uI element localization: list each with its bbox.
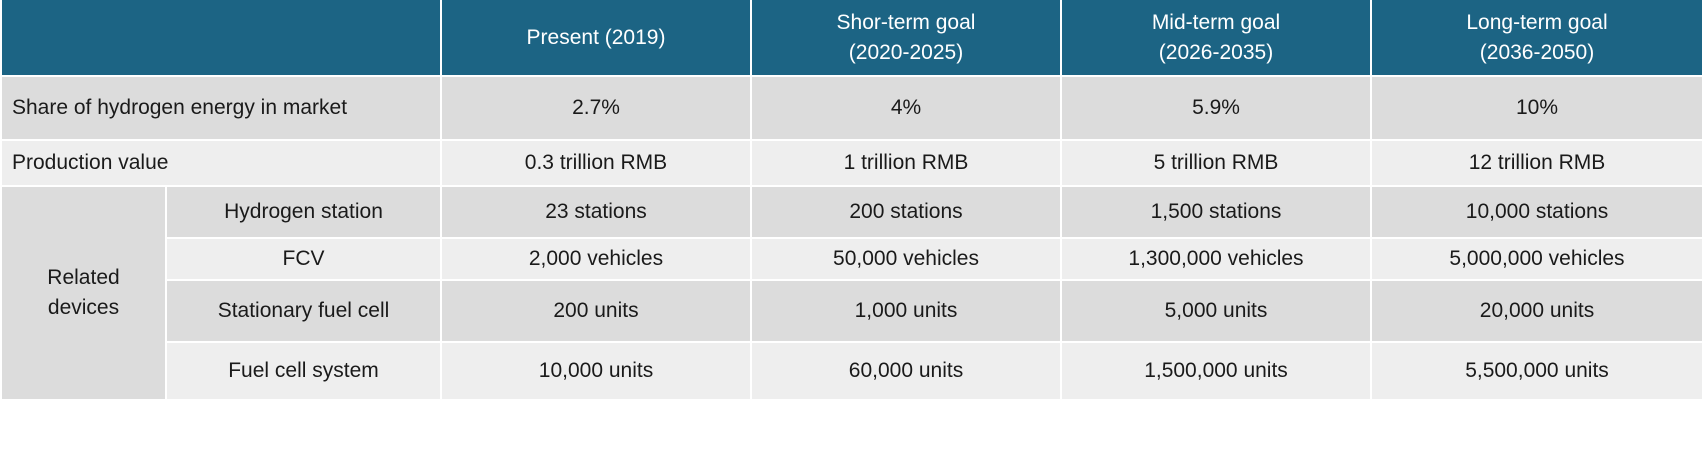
cell-short-term: 4% <box>752 77 1062 141</box>
hydrogen-goals-table: Present (2019) Shor-term goal (2020-2025… <box>2 0 1702 401</box>
cell-mid-term: 5.9% <box>1062 77 1372 141</box>
header-mid-term: Mid-term goal (2026-2035) <box>1062 0 1372 77</box>
table-row-stationary-fuel-cell: Stationary fuel cell 200 units 1,000 uni… <box>2 281 1702 343</box>
row-label: Production value <box>2 141 442 187</box>
header-long-term: Long-term goal (2036-2050) <box>1372 0 1702 77</box>
cell-long-term: 10,000 stations <box>1372 187 1702 239</box>
cell-mid-term: 1,300,000 vehicles <box>1062 239 1372 281</box>
header-corner-cell <box>2 0 442 77</box>
cell-present: 2.7% <box>442 77 752 141</box>
row-label: Stationary fuel cell <box>167 281 442 343</box>
row-label: FCV <box>167 239 442 281</box>
cell-long-term: 12 trillion RMB <box>1372 141 1702 187</box>
cell-long-term: 20,000 units <box>1372 281 1702 343</box>
related-devices-label: Related devices <box>2 187 167 401</box>
cell-short-term: 1 trillion RMB <box>752 141 1062 187</box>
cell-short-term: 1,000 units <box>752 281 1062 343</box>
table-row-share: Share of hydrogen energy in market 2.7% … <box>2 77 1702 141</box>
cell-short-term: 60,000 units <box>752 343 1062 401</box>
header-row: Present (2019) Shor-term goal (2020-2025… <box>2 0 1702 77</box>
row-label: Share of hydrogen energy in market <box>2 77 442 141</box>
cell-short-term: 50,000 vehicles <box>752 239 1062 281</box>
row-label: Hydrogen station <box>167 187 442 239</box>
cell-present: 200 units <box>442 281 752 343</box>
cell-mid-term: 1,500 stations <box>1062 187 1372 239</box>
cell-present: 10,000 units <box>442 343 752 401</box>
cell-mid-term: 1,500,000 units <box>1062 343 1372 401</box>
cell-long-term: 5,000,000 vehicles <box>1372 239 1702 281</box>
cell-long-term: 10% <box>1372 77 1702 141</box>
cell-mid-term: 5,000 units <box>1062 281 1372 343</box>
cell-short-term: 200 stations <box>752 187 1062 239</box>
cell-mid-term: 5 trillion RMB <box>1062 141 1372 187</box>
table-row-production: Production value 0.3 trillion RMB 1 tril… <box>2 141 1702 187</box>
cell-present: 2,000 vehicles <box>442 239 752 281</box>
table-row-hydrogen-station: Related devices Hydrogen station 23 stat… <box>2 187 1702 401</box>
row-label: Fuel cell system <box>167 343 442 401</box>
header-short-term: Shor-term goal (2020-2025) <box>752 0 1062 77</box>
table-row-fcv: FCV 2,000 vehicles 50,000 vehicles 1,300… <box>2 239 1702 281</box>
table-row-fuel-cell-system: Fuel cell system 10,000 units 60,000 uni… <box>2 343 1702 401</box>
cell-present: 0.3 trillion RMB <box>442 141 752 187</box>
cell-long-term: 5,500,000 units <box>1372 343 1702 401</box>
header-present: Present (2019) <box>442 0 752 77</box>
cell-present: 23 stations <box>442 187 752 239</box>
